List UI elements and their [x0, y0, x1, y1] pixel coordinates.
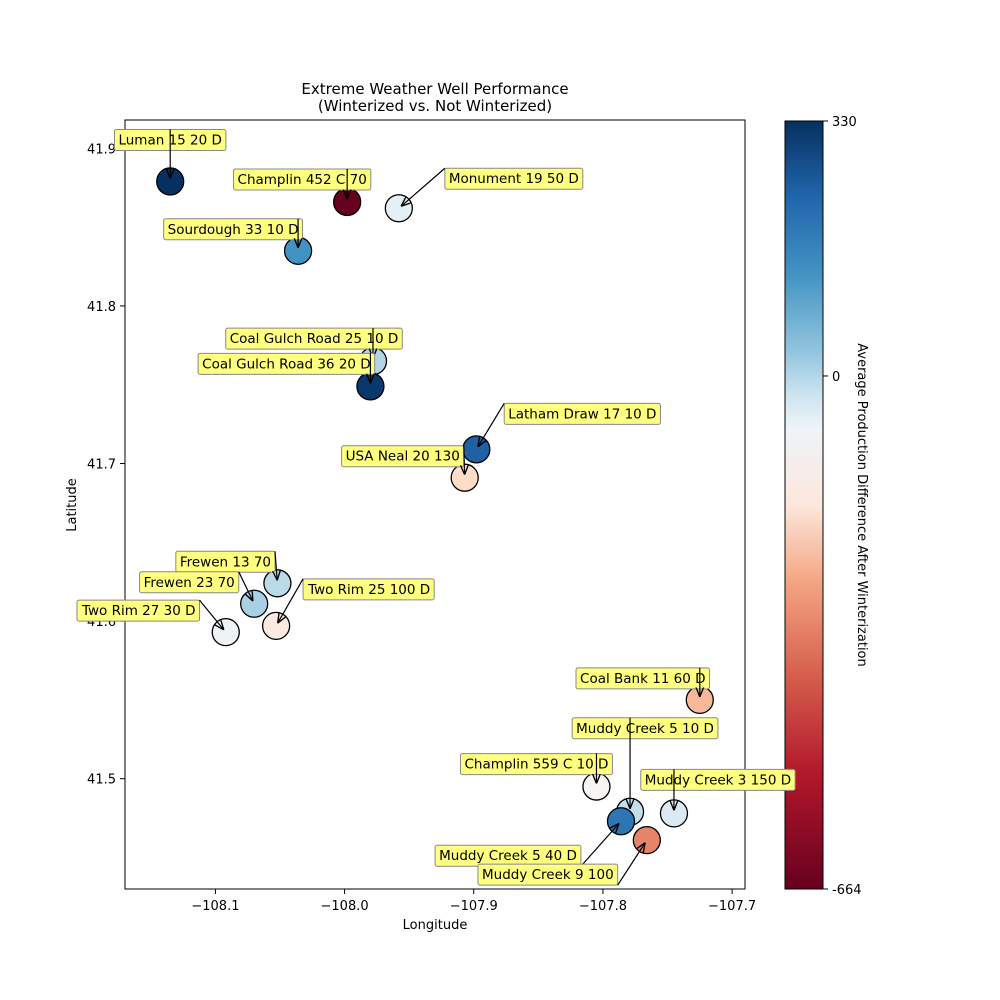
y-axis-ticks: 41.541.641.741.841.9	[87, 142, 125, 788]
scatter-point	[632, 825, 661, 855]
point-label: USA Neal 20 130	[346, 449, 460, 465]
x-axis-ticks: −108.1 −108.0 −107.9 −107.8 −107.7	[191, 889, 756, 914]
point-label: Muddy Creek 9 100	[482, 867, 614, 883]
x-tick-label: −108.0	[321, 899, 369, 914]
point-annotation: Luman 15 20 D	[113, 128, 227, 179]
colorbar-tick-label: -664	[832, 883, 862, 898]
point-annotation: Champlin 452 C 70	[233, 168, 372, 199]
point-annotation: Coal Bank 11 60 D	[575, 667, 711, 697]
point-annotation: Monument 19 50 D	[401, 167, 584, 206]
point-annotation: USA Neal 20 130	[341, 445, 465, 475]
point-label: Two Rim 25 100 D	[307, 582, 430, 598]
point-label: Muddy Creek 5 40 D	[439, 848, 577, 864]
annotation-arrow	[238, 571, 253, 601]
y-tick-label: 41.8	[87, 300, 116, 315]
y-tick-label: 41.7	[87, 458, 116, 473]
label-box	[163, 218, 304, 241]
label-box	[459, 753, 613, 776]
x-tick-label: −108.1	[191, 899, 239, 914]
point-label: Coal Bank 11 60 D	[580, 671, 706, 687]
label-box	[503, 402, 661, 425]
point-annotation: Coal Gulch Road 25 10 D	[225, 327, 403, 359]
point-annotation: Muddy Creek 5 40 D	[434, 823, 619, 867]
point-label: Muddy Creek 5 10 D	[576, 721, 714, 737]
point-annotation: Two Rim 25 100 D	[278, 578, 435, 623]
point-label: Monument 19 50 D	[449, 171, 579, 187]
label-box	[302, 578, 435, 601]
scatter-point	[384, 194, 413, 223]
point-annotation: Latham Draw 17 10 D	[478, 402, 661, 446]
scatter-point	[606, 807, 636, 836]
y-axis-label: Latitude	[65, 478, 80, 532]
x-tick-label: −107.8	[579, 899, 627, 914]
point-annotation: Muddy Creek 5 10 D	[571, 717, 719, 809]
annotation-arrow	[478, 403, 505, 446]
colorbar-ticks: 330 0 -664	[823, 115, 862, 898]
label-box	[571, 717, 719, 740]
scatter-point	[240, 589, 269, 618]
x-tick-label: −107.7	[708, 899, 756, 914]
annotation-arrow	[401, 167, 446, 206]
scatter-point	[211, 617, 240, 647]
label-box	[477, 863, 619, 886]
point-annotation: Two Rim 27 30 D	[76, 599, 224, 630]
point-annotation: Muddy Creek 9 100	[477, 843, 646, 886]
y-tick-label: 41.9	[87, 142, 116, 157]
annotation-arrow	[464, 445, 465, 475]
scatter-point	[261, 611, 291, 640]
chart-title-line-1: Extreme Weather Well Performance	[301, 80, 568, 98]
point-label: Two Rim 27 30 D	[81, 603, 196, 619]
label-box	[233, 168, 372, 191]
colorbar-tick-label: 330	[832, 115, 857, 130]
x-tick-label: −107.9	[450, 899, 498, 914]
label-box	[139, 571, 240, 594]
point-label: Coal Gulch Road 36 20 D	[202, 356, 371, 372]
point-label: Latham Draw 17 10 D	[508, 406, 656, 422]
annotation-arrow	[580, 823, 619, 867]
annotation-arrow	[275, 551, 277, 580]
point-label: Sourdough 33 10 D	[168, 222, 299, 238]
scatter-point	[462, 435, 491, 464]
plot-area	[124, 119, 746, 890]
annotation-arrow	[199, 599, 224, 630]
point-annotation: Muddy Creek 3 150 D	[640, 768, 796, 811]
label-box	[444, 167, 584, 190]
point-annotation: Frewen 23 70	[139, 571, 253, 601]
label-box	[575, 667, 711, 690]
chart-title-line-2: (Winterized vs. Not Winterized)	[318, 97, 552, 115]
label-box	[76, 599, 201, 622]
colorbar-tick-label: 0	[832, 370, 840, 385]
point-label: Coal Gulch Road 25 10 D	[230, 331, 399, 347]
label-box	[640, 768, 796, 791]
point-annotation: Champlin 559 C 10 D	[459, 753, 613, 784]
annotation-layer: Luman 15 20 D Champlin 452 C 70 Monument 1…	[76, 128, 796, 886]
annotation-arrow	[278, 578, 304, 623]
point-annotation: Sourdough 33 10 D	[163, 218, 304, 248]
point-label: Frewen 13 70	[180, 554, 271, 570]
scatter-point	[263, 569, 292, 598]
colorbar-label: Average Production Difference After Wint…	[854, 343, 869, 666]
point-label: Champlin 452 C 70	[238, 172, 367, 188]
colorbar	[784, 120, 824, 890]
point-label: Frewen 23 70	[144, 575, 235, 591]
y-tick-label: 41.5	[87, 773, 116, 788]
label-box	[197, 352, 376, 375]
label-box	[225, 327, 403, 350]
x-axis-label: Longitude	[403, 918, 468, 933]
annotation-arrow	[617, 843, 646, 886]
point-label: Muddy Creek 3 150 D	[645, 772, 791, 788]
point-label: Champlin 559 C 10 D	[464, 757, 608, 773]
point-annotation: Coal Gulch Road 36 20 D	[197, 352, 376, 384]
